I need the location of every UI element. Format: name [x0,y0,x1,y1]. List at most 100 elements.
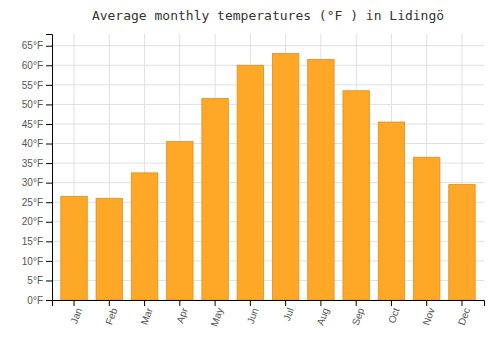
tick-label: 45°F [22,119,43,130]
tick-mark [46,124,52,125]
tick: 60°F [22,60,52,71]
tick: May [208,300,225,328]
tick-label: Nov [420,306,436,326]
tick-mark [46,241,52,242]
tick-mark [426,300,427,306]
tick-label: 35°F [22,158,43,169]
bar [167,142,193,300]
tick-mark [46,280,52,281]
tick-mark [46,222,52,223]
bar [237,65,263,300]
tick-label: 65°F [22,40,43,51]
tick: 30°F [22,177,52,188]
tick: Nov [420,300,436,327]
tick-label: 5°F [27,275,43,286]
grid-line [52,123,484,124]
bar [378,122,404,300]
tick-mark [179,300,180,306]
tick: Jan [68,300,84,325]
title: Average monthly temperatures (°F ) in Li… [92,8,444,23]
grid-line [52,104,484,105]
bar [413,157,439,300]
tick: Mar [139,300,155,326]
tick: Dec [456,300,472,327]
tick-mark [391,300,392,306]
tick-mark [461,300,462,306]
tick-label: Mar [139,306,155,327]
tick-mark [46,104,52,105]
tick-mark [144,300,145,306]
tick: Sep [350,300,367,327]
tick-mark [46,300,52,301]
bar [202,99,228,300]
tick: Apr [174,300,190,325]
grid-line [52,65,484,66]
axis-line [53,301,485,307]
tick-label: May [208,306,225,328]
tick-mark [215,300,216,306]
tick-label: Apr [174,306,190,325]
tick-label: Dec [456,306,472,326]
tick-label: 20°F [22,216,43,227]
tick: Jul [281,300,296,322]
tick-label: 50°F [22,99,43,110]
bar [272,54,298,300]
grid [52,34,484,300]
tick-mark [46,46,52,47]
tick-mark [46,183,52,184]
grid-line [52,45,484,46]
tick-mark [46,144,52,145]
tick-label: 30°F [22,177,43,188]
tick: 10°F [22,256,52,267]
chart-container: 0°F 5°F 10°F 15°F 20°F 25°F 30°F 35°F 40°F 45°F 50… [0,0,500,350]
tick-label: Jan [68,306,84,325]
bar [96,198,122,300]
tick: 35°F [22,158,52,169]
tick: 0°F [27,295,52,306]
chart: 0°F 5°F 10°F 15°F 20°F 25°F 30°F 35°F 40°F 45°F 50… [0,0,500,350]
tick: Aug [315,300,331,327]
bar [131,173,157,300]
tick: 15°F [22,236,52,247]
grid-line [52,143,484,144]
tick-label: 55°F [22,80,43,91]
tick-label: 15°F [22,236,43,247]
tick-label: 60°F [22,60,43,71]
tick-mark [46,202,52,203]
tick-label: 10°F [22,256,43,267]
tick-mark [46,163,52,164]
tick: 20°F [22,216,52,227]
tick: Jun [245,300,261,325]
tick: Feb [103,300,119,326]
plot-area [61,54,475,300]
tick-mark [285,300,286,306]
tick-mark [74,300,75,306]
tick-mark [356,300,357,306]
tick-label: Aug [315,306,331,326]
bar [61,196,87,300]
x-axis: Jan Feb Mar Apr May Jun Jul Aug Sep Oct Nov Dec [53,300,485,328]
tick-mark [46,261,52,262]
tick-label: 25°F [22,197,43,208]
tick: 25°F [22,197,52,208]
tick-label: Jul [281,306,296,322]
bar [449,185,475,300]
tick-label: 40°F [22,138,43,149]
tick-label: 0°F [27,295,43,306]
grid-line [52,84,484,85]
axis-line [46,35,53,301]
bar [343,91,369,300]
tick: 40°F [22,138,52,149]
tick-label: Feb [103,306,119,326]
tick-mark [320,300,321,306]
tick: 65°F [22,40,52,51]
tick: 5°F [27,275,52,286]
tick-label: Jun [245,306,261,325]
bar [308,59,334,300]
tick: Oct [386,300,402,325]
tick: 50°F [22,99,52,110]
tick-mark [250,300,251,306]
tick-label: Oct [386,306,402,325]
tick-mark [46,65,52,66]
tick-label: Sep [350,306,367,327]
